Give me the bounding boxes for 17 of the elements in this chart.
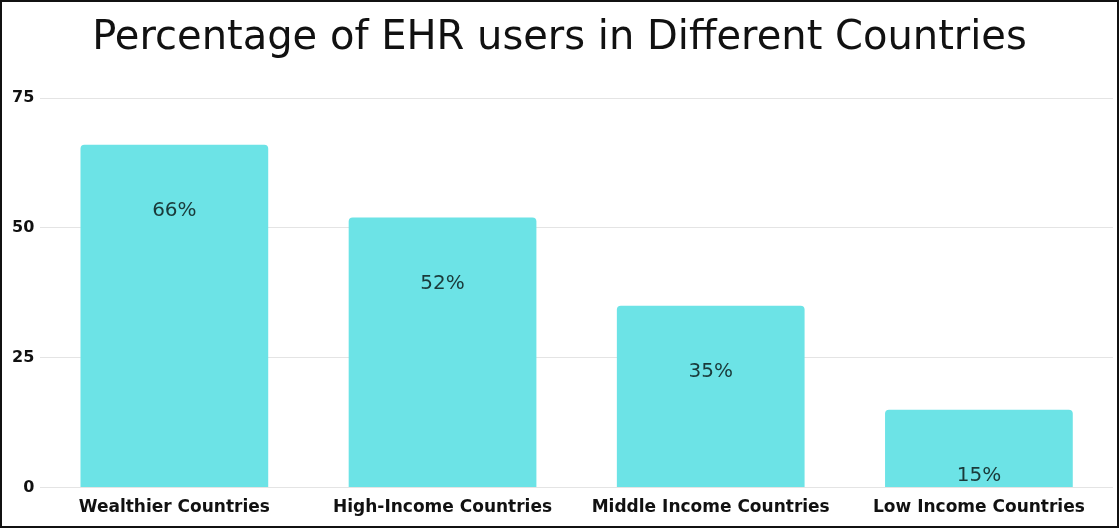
bar: [616, 305, 805, 488]
y-tick-label: 75: [12, 87, 35, 107]
x-tick-label: Low Income Countries: [872, 496, 1085, 517]
bar: [885, 409, 1073, 488]
data-label: 52%: [420, 269, 465, 294]
data-label: 66%: [152, 196, 197, 221]
bar: [80, 144, 269, 488]
y-tick-label: 0: [23, 476, 35, 496]
x-tick-label: Middle Income Countries: [591, 496, 830, 517]
data-label: 15%: [956, 461, 1002, 486]
y-tick-label: 25: [12, 346, 35, 366]
x-tick-label: High-Income Countries: [333, 496, 553, 517]
data-label: 35%: [688, 357, 733, 382]
bar: [348, 217, 537, 488]
y-tick-label: 50: [12, 217, 35, 237]
x-tick-label: Wealthier Countries: [78, 496, 270, 517]
chart-title: Percentage of EHR users in Different Countries: [91, 12, 1028, 58]
